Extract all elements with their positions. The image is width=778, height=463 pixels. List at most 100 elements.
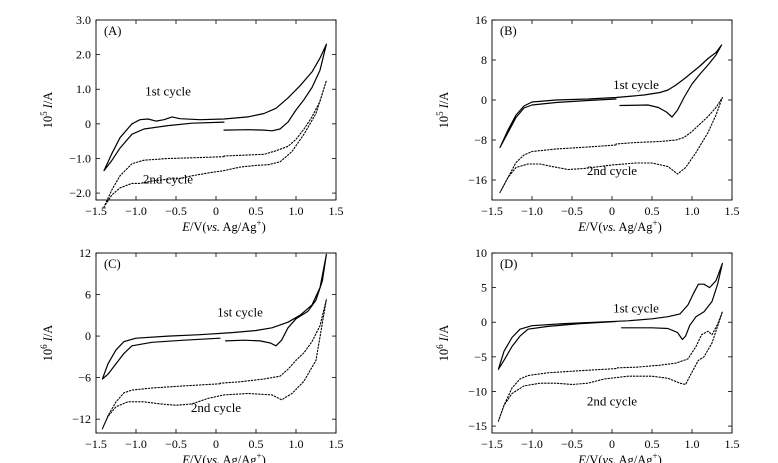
series-line-2 [103,80,327,208]
x-tick-label: 1.0 [685,437,700,451]
x-axis-reference: Ag/Ag [220,453,257,463]
y-tick-label: −10 [468,384,487,398]
annotation-2: 2nd cycle [587,163,637,178]
x-tick-label: 1.5 [329,204,344,218]
x-axis-close: ) [658,453,662,463]
x-tick-label: 0.5 [645,437,660,451]
y-tick-label: 5 [481,281,487,295]
panel-b: −1.5 −1.0 −0.5 0 0.5 1.0 1.5 16 8 0 −8 −16 105 I/A E/V… [435,13,740,234]
x-tick-label: 0.5 [249,204,264,218]
x-tick-label: 1.5 [329,437,344,451]
series-line-2 [101,298,327,430]
x-tick-label: 1.0 [289,437,304,451]
x-axis-variable: E [181,453,190,463]
annotation-1: 1st cycle [145,83,191,98]
x-axis-superscript: + [257,451,262,461]
x-tick-label: −0.5 [165,204,187,218]
x-tick-label: −0.5 [561,204,583,218]
x-tick-label: −1.0 [125,204,147,218]
y-tick-label: 0 [85,329,91,343]
x-axis-vs: vs. [207,453,221,463]
panel-label: (A) [104,24,121,38]
annotation-2: 2nd cycle [587,393,637,408]
y-tick-label: −6 [78,371,91,385]
x-axis-unit: /V( [586,453,603,463]
x-tick-label: −0.5 [561,437,583,451]
y-tick-label: 0 [481,93,487,107]
x-axis-superscript: + [653,451,658,461]
x-tick-label: −1.5 [85,437,107,451]
x-axis-superscript: + [653,218,658,228]
x-axis-close: ) [262,453,266,463]
plot-frame [95,19,337,201]
annotation-1: 1st cycle [613,301,659,316]
annotation-2: 2nd cycle [191,400,241,415]
x-axis-variable: E [181,220,190,234]
panel-label: (D) [500,257,517,271]
panel-d: −1.5 −1.0 −0.5 0 0.5 1.0 1.51050−5−10−15106I/A… [435,246,740,463]
y-axis-base: 10 [437,116,451,129]
y-tick-label: −2.0 [69,186,91,200]
x-tick-label: 0 [213,437,219,451]
y-axis-variable: I [437,103,451,109]
x-axis-superscript: + [257,218,262,228]
x-tick-label: −1.0 [125,437,147,451]
x-axis-reference: Ag/Ag [220,220,257,234]
x-axis-vs: vs. [603,453,617,463]
y-tick-label: 3.0 [76,13,91,27]
x-tick-label: 0.5 [249,437,264,451]
x-axis-vs: vs. [207,220,221,234]
y-tick-label: −1.0 [69,151,91,165]
y-axis-title: 105 I/A [39,92,55,129]
y-tick-label: 10 [475,246,487,260]
x-tick-label: −1.5 [481,437,503,451]
y-tick-label: 0 [85,117,91,131]
x-axis-title: E/V(vs. Ag/Ag+) [181,218,266,234]
y-axis-title: 105 I/A [435,92,451,129]
series-line-2 [497,311,723,422]
y-axis-unit: /A [41,92,55,105]
panel-c: −1.5 −1.0 −0.5 0 0.5 1.0 1.51260−6−12106I/AE/V… [39,246,344,463]
x-tick-label: −0.5 [165,437,187,451]
series-line-1 [103,43,327,172]
y-tick-label: 1.0 [76,82,91,96]
y-tick-label: −5 [474,350,487,364]
x-tick-label: 0 [609,437,615,451]
x-axis-title: E/V(vs. Ag/Ag+) [181,451,266,463]
x-axis-unit: /V( [586,220,603,234]
y-axis-exponent: 6 [39,344,49,349]
panel-label: (C) [104,257,121,271]
x-tick-label: −1.0 [521,204,543,218]
y-axis-base: 10 [437,349,451,362]
x-tick-label: 1.0 [685,204,700,218]
y-axis-variable: I [41,336,55,342]
series-line-1 [499,44,723,149]
panel-label: (B) [500,24,517,38]
series-line-1 [497,262,723,370]
panel-a: −1.5 −1.0 −0.5 0 0.5 1.0 1.5 3.0 2.0 1.0 0 −1.0 −2.0… [39,13,344,234]
series-line-2 [499,96,723,194]
x-tick-label: 1.5 [725,204,740,218]
y-axis-base: 10 [41,116,55,129]
y-tick-label: −12 [72,412,91,426]
annotation-1: 1st cycle [613,77,659,92]
x-axis-reference: Ag/Ag [616,453,653,463]
x-tick-label: 0 [213,204,219,218]
y-axis-variable: I [41,103,55,109]
x-axis-close: ) [262,220,266,234]
x-axis-variable: E [577,220,586,234]
x-tick-label: 0 [609,204,615,218]
x-axis-unit: /V( [190,453,207,463]
x-tick-label: −1.0 [521,437,543,451]
y-axis-title: 106 I/A [39,325,55,362]
y-axis-exponent: 6 [435,344,445,349]
x-tick-label: 1.5 [725,437,740,451]
y-axis-base: 10 [41,349,55,362]
x-tick-label: 0.5 [645,204,660,218]
y-tick-label: 0 [481,315,487,329]
y-tick-label: 12 [79,246,91,260]
x-axis-close: ) [658,220,662,234]
annotation-2: 2nd cycle [143,171,193,186]
y-tick-label: 8 [481,53,487,67]
